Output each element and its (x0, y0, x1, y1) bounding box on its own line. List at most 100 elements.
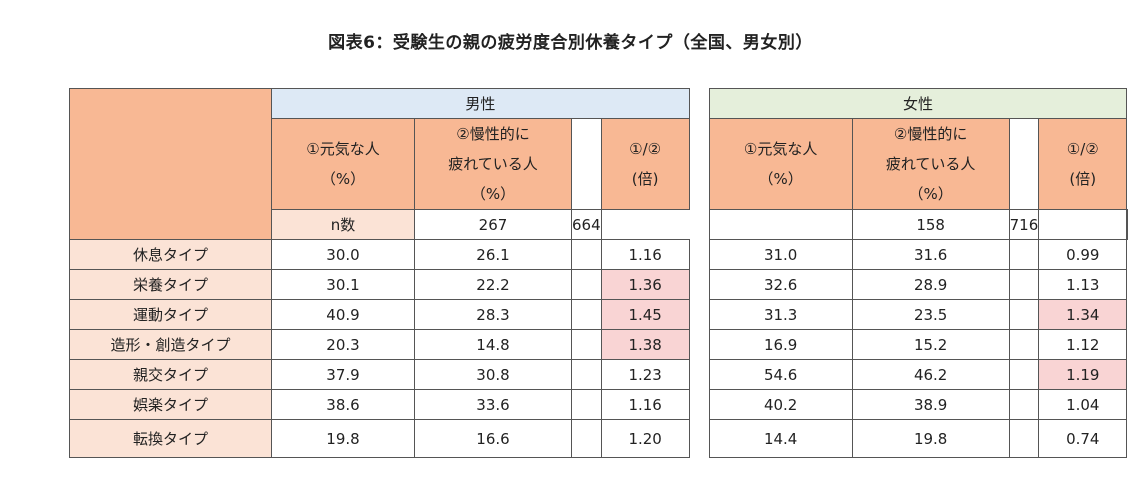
male-ratio-cell: 1.36 (600, 269, 690, 300)
table-row: 栄養タイプ 30.1 22.2 1.36 32.6 28.9 1.13 (69, 269, 1128, 300)
male-col-tired-header: ②慢性的に 疲れている人 （%） (414, 118, 572, 210)
col-gap (1009, 299, 1039, 330)
female-tired-cell: 15.2 (851, 329, 1010, 360)
col-gap (571, 329, 602, 360)
female-tired-cell: 19.8 (851, 419, 1010, 458)
female-genki-cell: 54.6 (708, 359, 853, 390)
female-ratio-cell: 1.12 (1038, 329, 1128, 360)
male-genki-cell: 30.1 (271, 269, 415, 300)
row-label: 休息タイプ (69, 239, 272, 270)
row-label-n: n数 (271, 209, 415, 240)
col-gap (601, 209, 690, 240)
male-genki-cell: 267 (414, 209, 572, 240)
female-tired-cell: 31.6 (851, 239, 1010, 270)
male-ratio-cell: 1.45 (600, 299, 690, 330)
col-gap (1009, 329, 1039, 360)
male-ratio-cell: 1.38 (600, 329, 690, 360)
male-tired-cell: 30.8 (414, 359, 572, 390)
male-tired-cell: 33.6 (414, 389, 572, 420)
group-gap (689, 88, 710, 458)
header-line: ②慢性的に (893, 125, 968, 143)
corner-cell (69, 88, 272, 240)
col-gap (571, 118, 602, 210)
header-line: （%） (758, 170, 803, 188)
row-label: 娯楽タイプ (69, 389, 272, 420)
col-gap (571, 239, 602, 270)
male-genki-cell: 37.9 (271, 359, 415, 390)
table-row: 運動タイプ 40.9 28.3 1.45 31.3 23.5 1.34 (69, 299, 1128, 330)
header-line: （%） (470, 185, 516, 203)
col-gap (571, 419, 602, 458)
col-gap (571, 359, 602, 390)
row-label: 親交タイプ (69, 359, 272, 390)
male-genki-cell: 40.9 (271, 299, 415, 330)
female-genki-cell: 40.2 (708, 389, 853, 420)
column-header-row: ①元気な人 （%） ②慢性的に 疲れている人 （%） ①/② (倍) ①元気な人… (70, 118, 1128, 210)
col-gap (1009, 239, 1039, 270)
col-gap (1009, 359, 1039, 390)
col-gap (1009, 389, 1039, 420)
male-col-ratio-header: ①/② (倍) (600, 118, 690, 210)
female-tired-cell: 23.5 (851, 299, 1010, 330)
female-genki-cell: 16.9 (708, 329, 853, 360)
male-genki-cell: 20.3 (271, 329, 415, 360)
col-gap (1009, 419, 1039, 458)
group-header-row: 男性 女性 (69, 88, 1128, 458)
table-title: 図表6：受験生の親の疲労度合別休養タイプ（全国、男女別） (328, 33, 813, 53)
female-genki-cell: 14.4 (708, 419, 853, 458)
row-label: 栄養タイプ (69, 269, 272, 300)
col-gap (571, 299, 602, 330)
female-col-genki-header: ①元気な人 （%） (708, 118, 853, 210)
female-tired-cell: 28.9 (851, 269, 1010, 300)
header-line: （%） (908, 185, 953, 203)
col-gap (1009, 269, 1039, 300)
male-ratio-cell: 1.20 (600, 419, 690, 458)
male-ratio-cell: 1.16 (600, 389, 690, 420)
female-genki-cell: 32.6 (708, 269, 853, 300)
female-ratio-cell: 1.19 (1038, 359, 1128, 390)
male-tired-cell: 664 (571, 209, 602, 240)
female-group-header: 女性 (708, 88, 1128, 119)
table-row: 親交タイプ 37.9 30.8 1.23 54.6 46.2 1.19 (69, 359, 1128, 390)
header-line: （%） (320, 170, 366, 188)
header-line: 疲れている人 (448, 155, 538, 173)
male-group-header: 男性 (271, 88, 690, 119)
table-row: 娯楽タイプ 38.6 33.6 1.16 40.2 38.9 1.04 (69, 389, 1128, 420)
header-line: (倍) (1069, 170, 1097, 188)
female-ratio-cell: 1.34 (1038, 299, 1128, 330)
male-genki-cell: 30.0 (271, 239, 415, 270)
male-tired-cell: 14.8 (414, 329, 572, 360)
male-ratio-cell: 1.23 (600, 359, 690, 390)
female-ratio-cell: 1.13 (1038, 269, 1128, 300)
header-line: ①/② (1066, 140, 1099, 158)
male-tired-cell: 16.6 (414, 419, 572, 458)
header-line: ①元気な人 (306, 140, 380, 158)
header-line: ①元気な人 (743, 140, 818, 158)
female-ratio-cell (1126, 209, 1129, 240)
female-tired-cell: 38.9 (851, 389, 1010, 420)
male-tired-cell: 26.1 (414, 239, 572, 270)
female-genki-cell: 31.3 (708, 299, 853, 330)
table-row: 休息タイプ 30.0 26.1 1.16 31.0 31.6 0.99 (69, 239, 1128, 270)
male-tired-cell: 28.3 (414, 299, 572, 330)
row-label: 転換タイプ (69, 419, 272, 458)
rest-type-table: 男性 女性 ①元気な人 （%） ②慢性的に 疲れている人 （%） ①/② (倍) (69, 88, 1129, 458)
male-genki-cell: 19.8 (271, 419, 415, 458)
female-tired-cell: 716 (1008, 209, 1040, 240)
male-tired-cell: 22.2 (414, 269, 572, 300)
female-tired-cell: 46.2 (851, 359, 1010, 390)
female-ratio-cell: 1.04 (1038, 389, 1128, 420)
male-col-genki-header: ①元気な人 （%） (271, 118, 415, 210)
header-line: ①/② (629, 140, 662, 158)
table-row: 造形・創造タイプ 20.3 14.8 1.38 16.9 15.2 1.12 (69, 329, 1128, 360)
female-genki-cell: 31.0 (708, 239, 853, 270)
male-genki-cell: 38.6 (271, 389, 415, 420)
header-line: (倍) (631, 170, 659, 188)
female-col-tired-header: ②慢性的に 疲れている人 （%） (851, 118, 1010, 210)
female-ratio-cell: 0.99 (1038, 239, 1128, 270)
header-line: 疲れている人 (885, 155, 976, 173)
col-gap (571, 269, 602, 300)
header-line: ②慢性的に (456, 125, 530, 143)
female-genki-cell: 158 (851, 209, 1010, 240)
row-label: 運動タイプ (69, 299, 272, 330)
